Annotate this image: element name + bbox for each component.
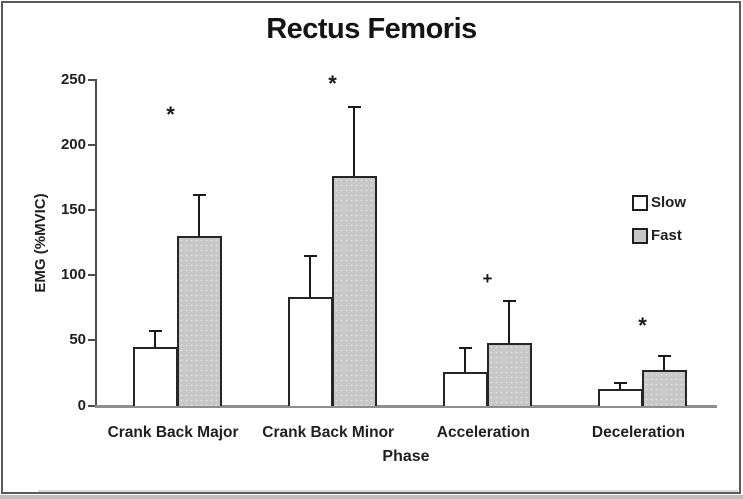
bar-slow-1 (132, 346, 178, 407)
chart-title: Rectus Femoris (266, 13, 477, 45)
x-axis-title: Phase (382, 448, 430, 465)
legend: Slow Fast (632, 194, 686, 260)
figure-shadow-line (38, 490, 738, 492)
error-bar (508, 301, 510, 343)
x-category-label: Acceleration (436, 424, 530, 441)
y-tick-label: 0 (77, 396, 86, 414)
figure-bottom-edge (0, 495, 743, 499)
y-tick-label: 150 (60, 201, 86, 219)
significance-marker: * (166, 102, 175, 128)
slow-swatch-icon (632, 194, 648, 211)
legend-label: Fast (651, 227, 682, 244)
y-tick-mark (88, 404, 95, 407)
y-axis-line (94, 79, 97, 407)
legend-label: Slow (651, 194, 687, 211)
significance-marker: * (328, 71, 337, 96)
error-bar-cap (192, 193, 206, 196)
bar-fast-1 (176, 236, 222, 407)
x-category-label: Crank Back Major (107, 424, 239, 441)
y-tick-mark (88, 144, 95, 147)
x-category-label: Crank Back Minor (262, 424, 395, 441)
error-bar (309, 255, 311, 298)
error-bar-cap (347, 106, 361, 109)
error-bar (198, 194, 200, 237)
legend-item-slow: Slow (632, 194, 686, 211)
bar-slow-3 (442, 371, 488, 407)
error-bar-cap (613, 382, 627, 385)
x-axis-line (94, 404, 717, 408)
y-tick-mark (88, 274, 95, 277)
y-tick-label: 200 (60, 136, 86, 154)
y-tick-mark (88, 209, 95, 212)
error-bar (353, 107, 355, 177)
y-axis-title: EMG (%MVIC) (32, 193, 49, 293)
x-category-label: Deceleration (591, 424, 685, 441)
significance-marker: + (482, 268, 493, 288)
bar-slow-2 (287, 297, 333, 407)
error-bar (154, 331, 156, 347)
bar-fast-3 (486, 343, 532, 407)
fast-swatch-icon (632, 227, 648, 244)
y-tick-label: 250 (60, 71, 86, 88)
significance-marker: * (638, 313, 647, 339)
y-tick-label: 100 (60, 266, 86, 284)
bar-slow-4 (597, 388, 643, 407)
error-bar-cap (148, 330, 162, 333)
error-bar (663, 356, 665, 371)
bar-fast-2 (331, 176, 377, 407)
bar-fast-4 (641, 370, 687, 407)
error-bar (619, 383, 621, 389)
y-tick-mark (88, 339, 95, 342)
error-bar (464, 348, 466, 372)
error-bar-cap (458, 347, 472, 350)
error-bar-cap (657, 355, 671, 358)
error-bar-cap (303, 254, 317, 257)
y-tick-label: 50 (69, 331, 86, 349)
error-bar-cap (502, 300, 516, 303)
y-tick-mark (88, 79, 95, 81)
legend-item-fast: Fast (632, 227, 686, 244)
